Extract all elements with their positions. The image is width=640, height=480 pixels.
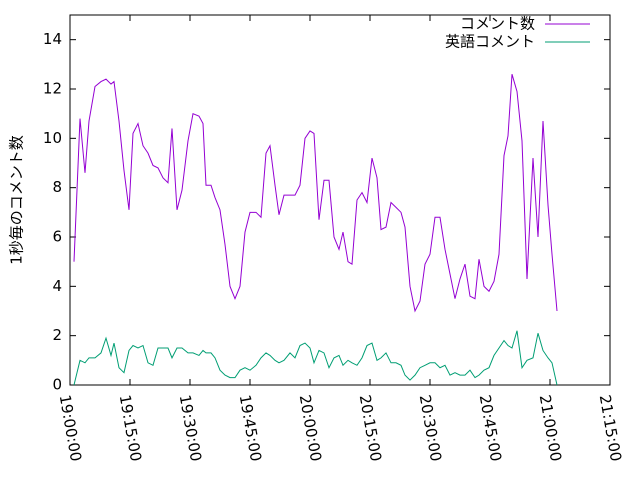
- series-line: [73, 74, 558, 313]
- x-tick-label: 20:15:00: [356, 393, 385, 462]
- x-tick-label: 21:15:00: [596, 393, 625, 462]
- x-tick-label: 21:00:00: [536, 393, 565, 462]
- x-tick-label: 19:30:00: [176, 393, 205, 462]
- x-tick-label: 19:15:00: [116, 393, 145, 462]
- y-tick-label: 8: [52, 178, 62, 196]
- x-tick-label: 20:45:00: [476, 393, 505, 462]
- y-tick-label: 12: [43, 80, 62, 98]
- y-tick-label: 2: [52, 326, 62, 344]
- y-tick-label: 0: [52, 376, 62, 394]
- y-tick-label: 6: [52, 228, 62, 246]
- series-line: [73, 330, 558, 386]
- y-tick-label: 14: [43, 30, 62, 48]
- y-tick-label: 10: [43, 129, 62, 147]
- y-tick-label: 4: [52, 277, 62, 295]
- legend-label: コメント数: [460, 15, 535, 33]
- plot-frame: [69, 14, 611, 386]
- x-tick-label: 20:00:00: [296, 393, 325, 462]
- x-tick-label: 20:30:00: [416, 393, 445, 462]
- legend-label: 英語コメント: [445, 33, 535, 51]
- x-tick-label: 19:00:00: [56, 393, 85, 462]
- x-tick-label: 19:45:00: [236, 393, 265, 462]
- y-axis-label: 1秒毎のコメント数: [8, 135, 26, 265]
